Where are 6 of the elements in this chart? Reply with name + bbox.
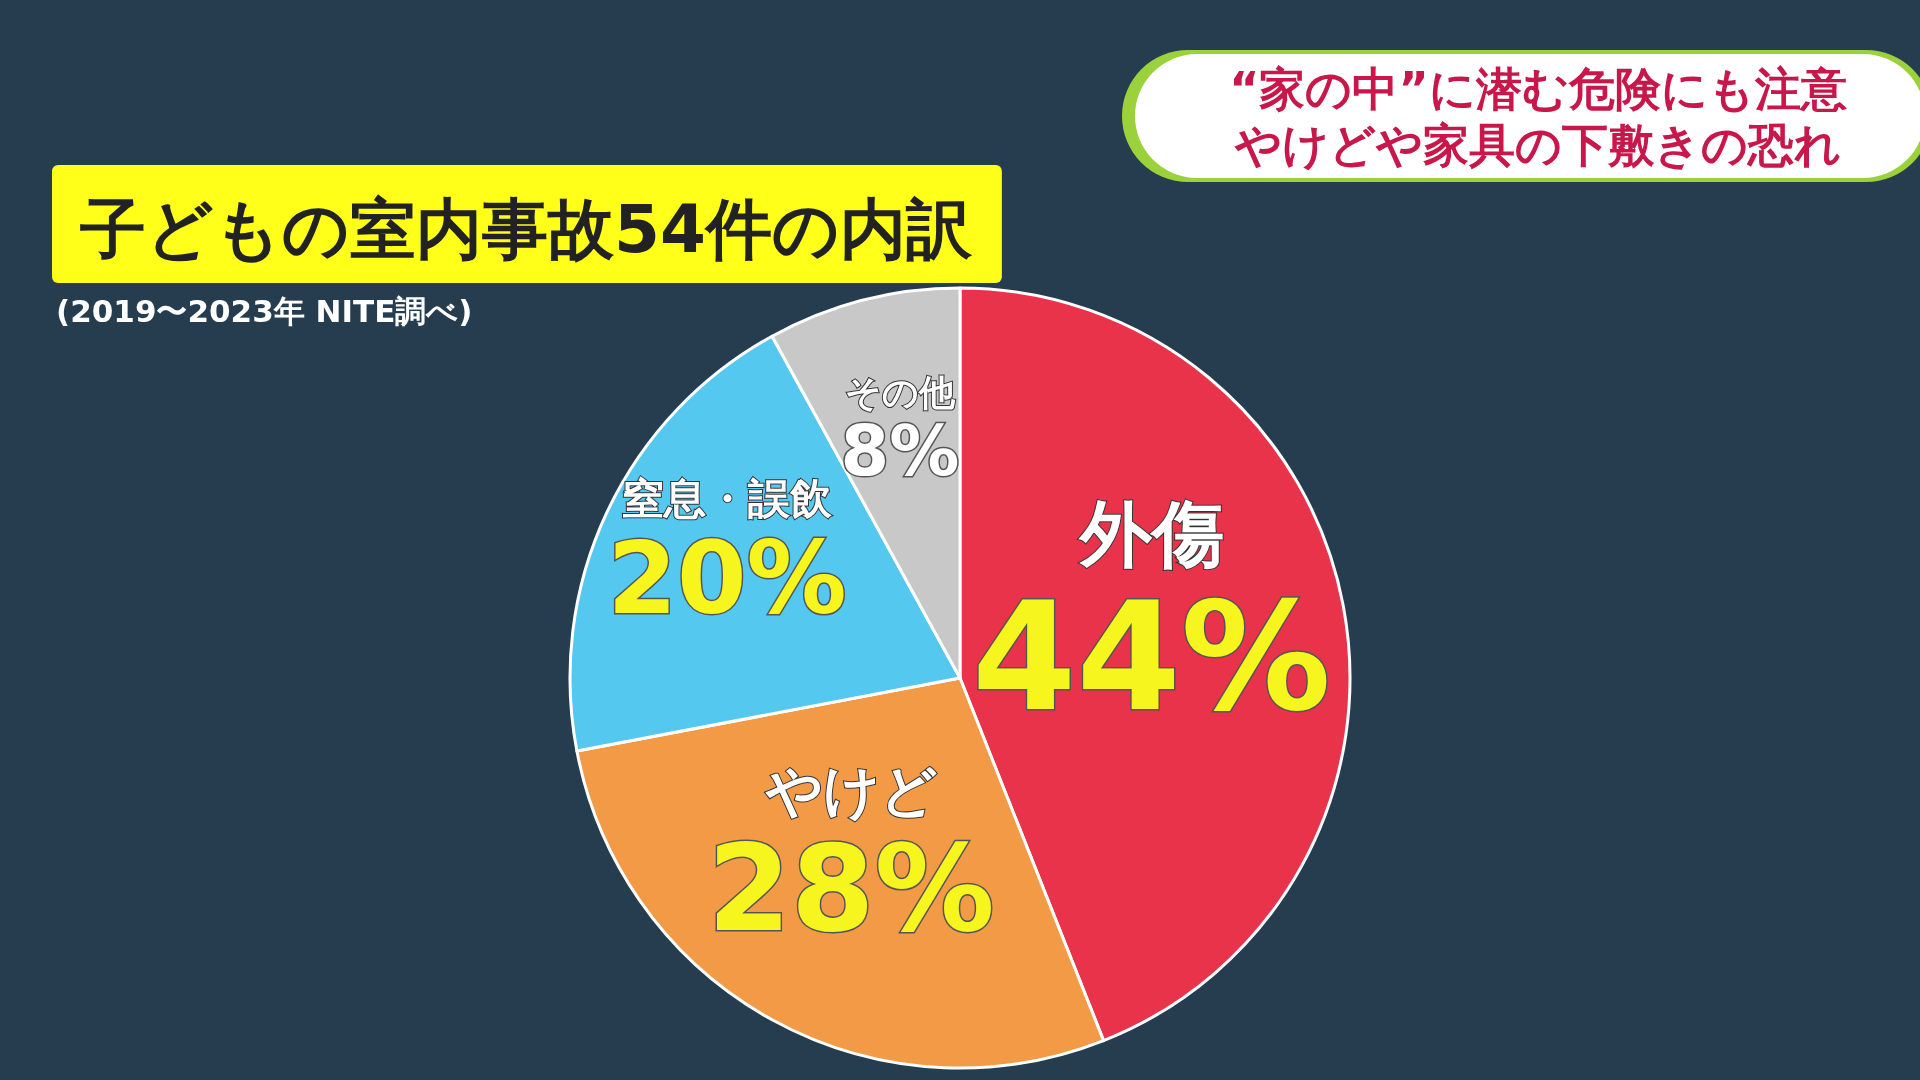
text: “家の中”に潜む危険にも注意	[1229, 62, 1847, 116]
text: (2019〜2023年 NITE調べ)	[56, 293, 473, 329]
slice-label: その他	[844, 372, 956, 414]
chart-title: 子どもの室内事故54件の内訳	[79, 191, 973, 268]
slice-label: やけど	[764, 758, 937, 824]
text: やけどや家具の下敷きの恐れ	[1234, 118, 1841, 172]
